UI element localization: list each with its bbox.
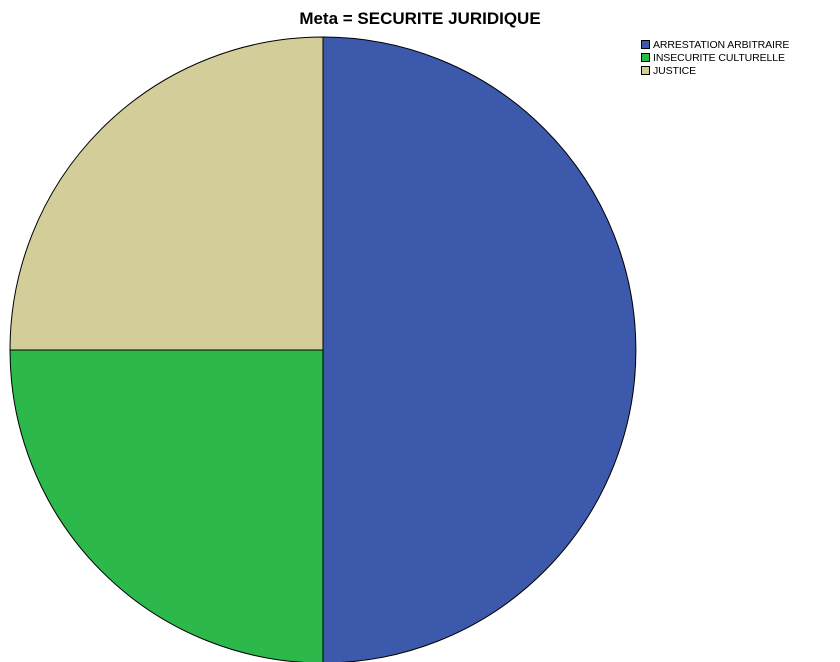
- chart-title: Meta = SECURITE JURIDIQUE: [299, 9, 541, 28]
- legend-item: ARRESTATION ARBITRAIRE: [641, 38, 840, 51]
- pie-slice-arrestation-arbitraire: [322, 36, 637, 662]
- legend-label: ARRESTATION ARBITRAIRE: [653, 38, 790, 51]
- legend: ARRESTATION ARBITRAIRE INSECURITE CULTURE…: [641, 38, 840, 77]
- legend-item: INSECURITE CULTURELLE: [641, 51, 840, 64]
- legend-label: JUSTICE: [653, 64, 697, 77]
- legend-label: INSECURITE CULTURELLE: [653, 51, 785, 64]
- legend-item: JUSTICE: [641, 64, 840, 77]
- legend-swatch: [641, 40, 650, 49]
- legend-swatch: [641, 66, 650, 75]
- pie-slice-justice: [9, 36, 324, 351]
- pie-slices: [9, 36, 637, 662]
- pie-slice-insecurite-culturelle: [9, 349, 324, 662]
- legend-swatch: [641, 53, 650, 62]
